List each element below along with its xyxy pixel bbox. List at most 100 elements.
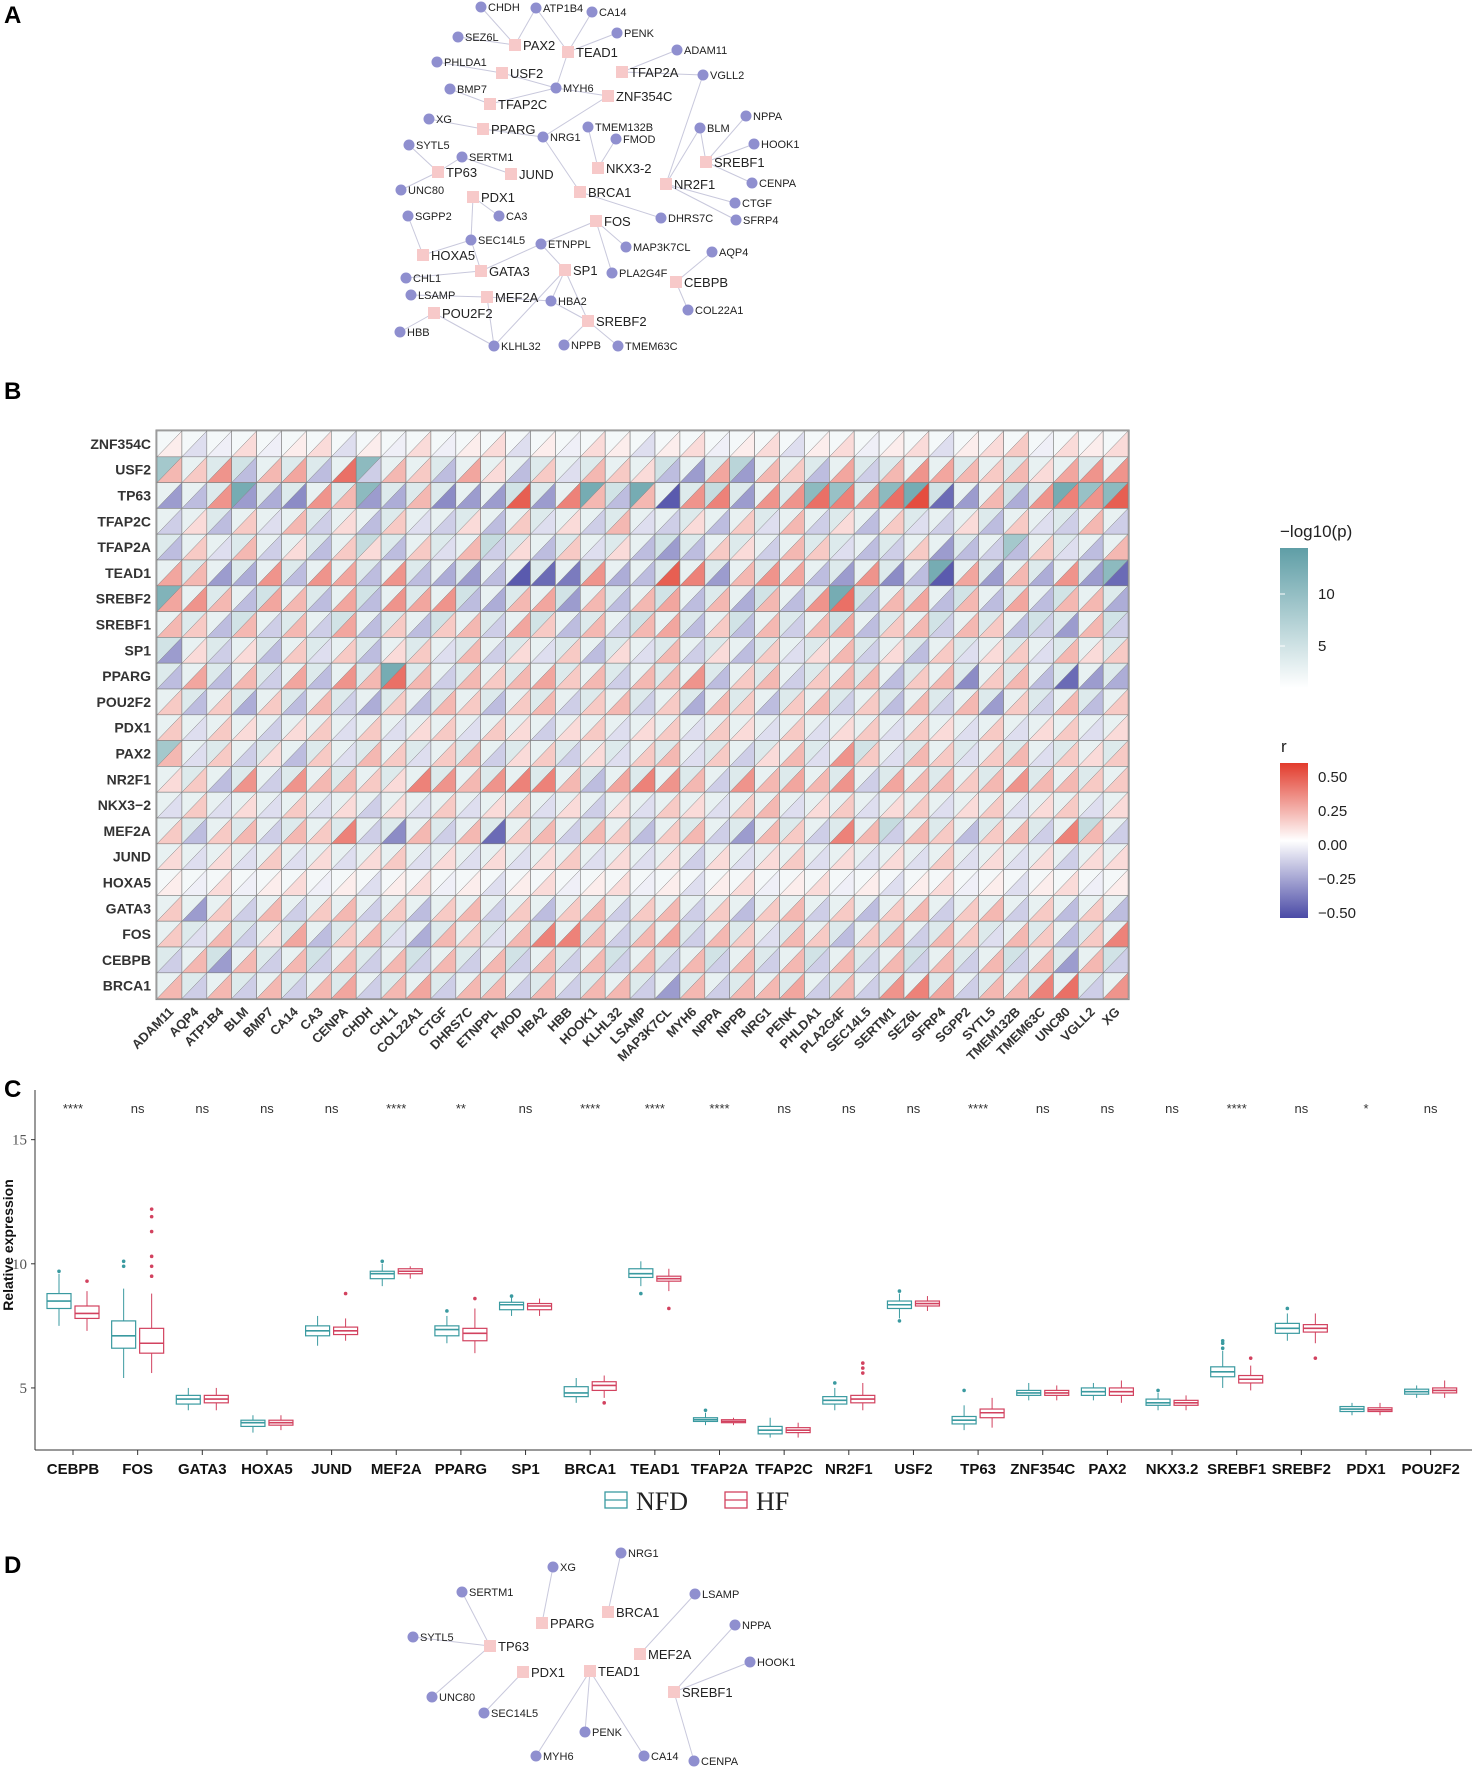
heatmap-cell-diagonal <box>256 663 282 690</box>
network-edge <box>579 191 662 219</box>
heatmap-cell-diagonal <box>605 585 631 612</box>
heatmap-cell-diagonal <box>1103 843 1129 870</box>
heatmap-cell-diagonal <box>854 611 880 638</box>
heatmap-cell-diagonal <box>878 817 905 844</box>
tf-label-pax2: PAX2 <box>523 38 555 53</box>
heatmap-cell-diagonal <box>729 663 755 690</box>
heatmap-cell-diagonal <box>779 663 805 690</box>
heatmap-cell-diagonal <box>1053 508 1079 535</box>
heatmap-cell-diagonal <box>1028 843 1054 870</box>
heatmap-cell-diagonal <box>331 611 357 638</box>
network-panel-a: CHDH ATP1B4 CA14 SEZ6L PENK ADAM11 PHLDA1 VGLL2… <box>394 1 800 353</box>
box-outlier-nfd <box>1156 1388 1160 1393</box>
panel-label-a: A <box>4 2 22 29</box>
heatmap-cell-diagonal <box>156 921 183 948</box>
significance-label: ns <box>1165 1101 1179 1116</box>
network-edge <box>595 220 613 274</box>
heatmap-cell-diagonal <box>804 611 830 638</box>
heatmap-cell-diagonal <box>878 508 905 535</box>
box-outlier-nfd <box>1220 1341 1225 1346</box>
heatmap-cell-diagonal <box>779 895 805 922</box>
heatmap-cell-diagonal <box>928 972 954 999</box>
heatmap-cell-diagonal <box>605 508 631 535</box>
heatmap-cell-diagonal <box>281 585 307 612</box>
heatmap-cell-diagonal <box>555 921 581 948</box>
heatmap-cell-diagonal <box>854 895 880 922</box>
heatmap-row-label: PDX1 <box>114 720 151 736</box>
gene-node-nrg1 <box>615 1547 627 1559</box>
x-tick-label: TEAD1 <box>630 1461 679 1478</box>
tf-label-znf354c: ZNF354C <box>616 89 672 104</box>
heatmap-cell-diagonal <box>804 456 830 483</box>
heatmap-cell-r <box>804 508 830 535</box>
heatmap-cell-diagonal <box>928 611 954 638</box>
heatmap-cell-diagonal <box>505 946 531 973</box>
heatmap-cell-diagonal <box>1028 663 1054 690</box>
box-outlier-hf <box>473 1296 477 1301</box>
heatmap-cell-diagonal <box>654 663 681 690</box>
heatmap-cell-diagonal <box>754 637 780 664</box>
heatmap-cell-diagonal <box>430 585 456 612</box>
significance-label: ns <box>131 1101 145 1116</box>
gene-node-sec14l5 <box>465 234 477 246</box>
x-tick-label: SREBF1 <box>1207 1461 1266 1478</box>
x-tick-label: BRCA1 <box>564 1461 616 1478</box>
heatmap-cell-diagonal <box>1103 946 1129 973</box>
tf-label-tfap2a: TFAP2A <box>630 65 679 80</box>
heatmap-cell-diagonal <box>530 843 556 870</box>
heatmap-cell-diagonal <box>356 869 382 896</box>
heatmap-cell-diagonal <box>405 921 432 948</box>
heatmap-cell-diagonal <box>754 559 780 586</box>
heatmap-cell-diagonal <box>505 740 531 767</box>
box-outlier-hf <box>1248 1356 1253 1360</box>
heatmap-cell-diagonal <box>1078 611 1104 638</box>
heatmap-cell-diagonal <box>480 921 506 948</box>
tf-label-hoxa5: HOXA5 <box>431 248 475 263</box>
x-tick-label: TFAP2A <box>691 1461 749 1478</box>
x-tick-label: CEBPB <box>47 1461 100 1478</box>
heatmap-cell-diagonal <box>878 869 905 896</box>
heatmap-cell-diagonal <box>580 766 606 793</box>
heatmap-cell-diagonal <box>779 637 805 664</box>
heatmap-cell-diagonal <box>1028 817 1054 844</box>
tf-node-pdx1 <box>467 191 479 203</box>
heatmap-cell-diagonal <box>754 972 780 999</box>
heatmap-cell-diagonal <box>181 817 207 844</box>
heatmap-cell-diagonal <box>181 688 207 715</box>
heatmap-cell-diagonal <box>679 740 705 767</box>
heatmap-cell-diagonal <box>654 843 681 870</box>
network-edge <box>540 220 597 245</box>
heatmap-cell-diagonal <box>231 792 257 819</box>
heatmap-cell-diagonal <box>779 534 805 561</box>
heatmap-cell-diagonal <box>654 559 681 586</box>
heatmap-cell-diagonal <box>181 740 207 767</box>
heatmap-cell-diagonal <box>704 663 730 690</box>
heatmap-cell-diagonal <box>380 688 407 715</box>
tf-label-brca1: BRCA1 <box>616 1605 659 1620</box>
gene-label-xg: XG <box>560 1562 576 1574</box>
heatmap-cell-diagonal <box>480 843 506 870</box>
heatmap-cell-diagonal <box>605 714 631 741</box>
heatmap-cell-diagonal <box>380 843 407 870</box>
tf-label-tead1: TEAD1 <box>598 1664 640 1679</box>
network-edge <box>589 1670 645 1757</box>
heatmap-cell-diagonal <box>356 611 382 638</box>
heatmap-cell-diagonal <box>1003 792 1029 819</box>
gene-node-pla2g4f <box>606 267 618 279</box>
heatmap-cell-diagonal <box>181 766 207 793</box>
gene-label-ca14: CA14 <box>599 7 627 19</box>
gene-node-cenpa <box>688 1755 700 1767</box>
tf-node-brca1 <box>602 1606 614 1618</box>
heatmap-cell-diagonal <box>1053 482 1079 509</box>
heatmap-cell-diagonal <box>306 869 332 896</box>
gene-label-sytl5: SYTL5 <box>416 140 450 152</box>
heatmap-cell-diagonal <box>1028 921 1054 948</box>
box-outlier-nfd <box>509 1294 514 1298</box>
significance-label: **** <box>1227 1101 1247 1116</box>
heatmap-cell-diagonal <box>629 921 656 948</box>
y-tick-label: 10 <box>12 1257 27 1273</box>
heatmap-cell-diagonal <box>754 688 780 715</box>
heatmap-cell-diagonal <box>430 688 456 715</box>
heatmap-cell-diagonal <box>281 766 307 793</box>
heatmap-cell-diagonal <box>878 792 905 819</box>
